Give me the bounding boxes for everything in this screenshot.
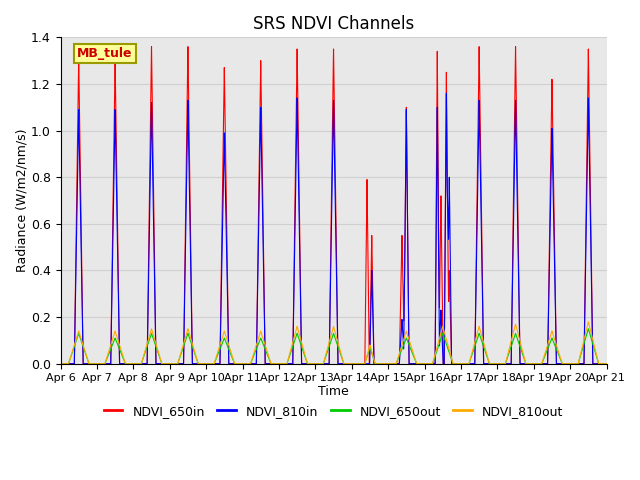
NDVI_810in bbox=[220, 195, 227, 201]
Line: NDVI_810out: NDVI_810out bbox=[61, 322, 607, 364]
NDVI_810out bbox=[363, 354, 371, 360]
NDVI_650out bbox=[492, 361, 499, 367]
Text: MB_tule: MB_tule bbox=[77, 47, 132, 60]
Line: NDVI_810in: NDVI_810in bbox=[61, 93, 607, 364]
NDVI_650in bbox=[603, 361, 611, 367]
NDVI_650out bbox=[584, 326, 592, 332]
NDVI_810in bbox=[603, 361, 611, 367]
NDVI_650in bbox=[148, 44, 156, 49]
NDVI_810out bbox=[527, 361, 534, 367]
NDVI_650out bbox=[527, 361, 534, 367]
Line: NDVI_650in: NDVI_650in bbox=[61, 47, 607, 364]
NDVI_810out bbox=[57, 361, 65, 367]
NDVI_650out bbox=[602, 361, 609, 367]
NDVI_650out bbox=[404, 339, 412, 345]
NDVI_810out bbox=[220, 332, 227, 338]
NDVI_650in bbox=[220, 146, 227, 152]
NDVI_810out bbox=[404, 334, 412, 339]
NDVI_810in bbox=[363, 361, 371, 367]
NDVI_650in bbox=[527, 361, 534, 367]
NDVI_810in bbox=[404, 265, 412, 271]
Title: SRS NDVI Channels: SRS NDVI Channels bbox=[253, 15, 414, 33]
NDVI_650out bbox=[57, 361, 65, 367]
NDVI_650in bbox=[404, 268, 412, 274]
NDVI_810in bbox=[527, 361, 534, 367]
Y-axis label: Radiance (W/m2/nm/s): Radiance (W/m2/nm/s) bbox=[15, 129, 28, 272]
NDVI_650in bbox=[602, 361, 609, 367]
Line: NDVI_650out: NDVI_650out bbox=[61, 329, 607, 364]
NDVI_810out bbox=[602, 361, 609, 367]
NDVI_650out bbox=[220, 338, 227, 344]
NDVI_650out bbox=[603, 361, 611, 367]
NDVI_650in bbox=[363, 204, 371, 210]
NDVI_810out bbox=[492, 361, 499, 367]
NDVI_810in bbox=[602, 361, 609, 367]
NDVI_810out bbox=[603, 361, 611, 367]
NDVI_650out bbox=[363, 355, 371, 361]
NDVI_810in bbox=[442, 90, 450, 96]
X-axis label: Time: Time bbox=[318, 385, 349, 398]
NDVI_650in bbox=[492, 361, 499, 367]
NDVI_810in bbox=[57, 361, 65, 367]
NDVI_650in bbox=[57, 361, 65, 367]
NDVI_810in bbox=[492, 361, 499, 367]
NDVI_810out bbox=[584, 319, 592, 324]
Legend: NDVI_650in, NDVI_810in, NDVI_650out, NDVI_810out: NDVI_650in, NDVI_810in, NDVI_650out, NDV… bbox=[99, 400, 568, 423]
